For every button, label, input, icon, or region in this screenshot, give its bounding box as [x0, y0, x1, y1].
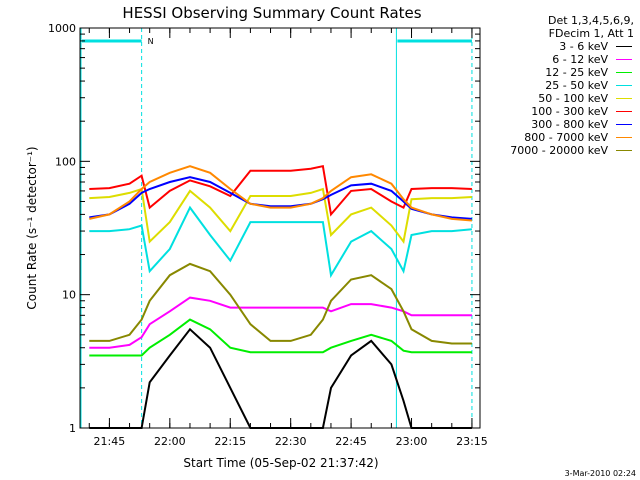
legend-header-2: FDecim 1, Att 1 [548, 27, 634, 40]
y-tick-label-0: 1 [69, 422, 76, 435]
legend-item-3: 25 - 50 keV [464, 79, 634, 92]
legend-label-4: 50 - 100 keV [538, 92, 608, 105]
legend-swatch-6 [616, 124, 632, 125]
legend-swatch-1 [616, 59, 632, 60]
series-line-1 [89, 296, 472, 349]
legend-label-1: 6 - 12 keV [552, 53, 608, 66]
y-tick-label-3: 1000 [48, 22, 76, 35]
y-tick-label-1: 10 [62, 289, 76, 302]
legend-swatch-3 [616, 85, 632, 86]
legend-swatch-8 [616, 150, 632, 151]
x-axis-label: Start Time (05-Sep-02 21:37:42) [183, 456, 378, 470]
legend-item-4: 50 - 100 keV [464, 92, 634, 105]
legend-label-7: 800 - 7000 keV [524, 131, 608, 144]
x-tick-label-1: 22:00 [154, 435, 186, 448]
legend-item-8: 7000 - 20000 keV [464, 144, 634, 157]
legend-swatch-2 [616, 72, 632, 73]
x-tick-label-5: 23:00 [396, 435, 428, 448]
legend-label-0: 3 - 6 keV [559, 40, 608, 53]
legend-label-2: 12 - 25 keV [545, 66, 608, 79]
legend-item-6: 300 - 800 keV [464, 118, 634, 131]
legend-item-7: 800 - 7000 keV [464, 131, 634, 144]
footer-date: 3-Mar-2010 02:24 [564, 469, 636, 478]
legend-label-3: 25 - 50 keV [545, 79, 608, 92]
series-line-7 [89, 165, 472, 222]
legend-swatch-7 [616, 137, 632, 138]
chart-title: HESSI Observing Summary Count Rates [122, 4, 421, 22]
x-tick-label-2: 22:15 [214, 435, 246, 448]
legend-label-5: 100 - 300 keV [531, 105, 608, 118]
legend-item-5: 100 - 300 keV [464, 105, 634, 118]
plot-area: N 1 10 100 1000 21:45 22:00 22:15 22:30 22:45 23:0… [48, 22, 488, 448]
plot-frame [79, 27, 481, 429]
legend-item-2: 12 - 25 keV [464, 66, 634, 79]
series-line-3 [89, 205, 472, 279]
legend: Det 1,3,4,5,6,9, FDecim 1, Att 1 3 - 6 k… [464, 14, 634, 157]
series-line-0 [89, 327, 472, 429]
legend-label-8: 7000 - 20000 keV [510, 144, 608, 157]
legend-swatch-5 [616, 111, 632, 112]
series-line-8 [89, 262, 472, 345]
legend-label-6: 300 - 800 keV [531, 118, 608, 131]
x-tick-label-6: 23:15 [456, 435, 488, 448]
y-tick-label-2: 100 [55, 155, 76, 168]
x-tick-label-4: 22:45 [335, 435, 367, 448]
legend-header-1: Det 1,3,4,5,6,9, [547, 14, 634, 27]
legend-swatch-0 [616, 46, 632, 47]
legend-item-0: 3 - 6 keV [464, 40, 634, 53]
series-line-2 [89, 318, 472, 357]
legend-item-1: 6 - 12 keV [464, 53, 634, 66]
legend-swatch-4 [616, 98, 632, 99]
series-line-6 [89, 176, 472, 220]
y-axis-label: Count Rate (s⁻¹ detector⁻¹) [25, 146, 39, 309]
night-label: N [148, 37, 154, 46]
x-tick-label-3: 22:30 [275, 435, 307, 448]
x-tick-label-0: 21:45 [94, 435, 126, 448]
series-line-4 [89, 187, 472, 245]
